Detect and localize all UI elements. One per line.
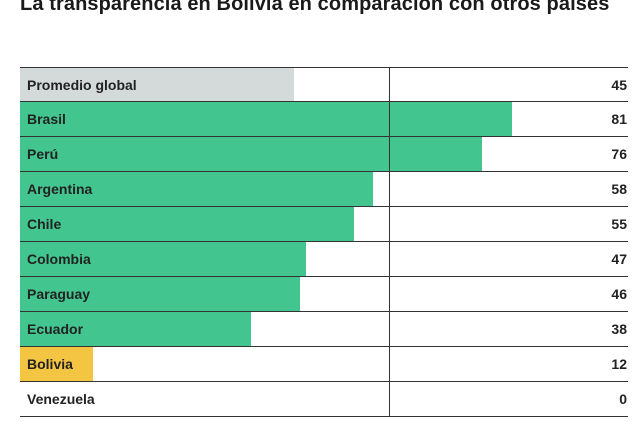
value-label: 76 (611, 146, 627, 162)
category-label: Bolivia (27, 356, 73, 372)
category-label: Brasil (27, 111, 66, 127)
value-label: 45 (611, 77, 627, 93)
bar (20, 277, 300, 311)
chart-row: Chile 55 (20, 207, 628, 242)
chart-row: Bolivia 12 (20, 347, 628, 382)
category-label: Colombia (27, 251, 91, 267)
bar (20, 172, 373, 206)
chart-row: Promedio global 45 (20, 67, 628, 102)
chart-title: La transparencia en Bolivia en comparaci… (20, 0, 610, 15)
bar (20, 312, 252, 346)
value-label: 58 (611, 181, 627, 197)
category-label: Ecuador (27, 321, 84, 337)
bar-chart: Promedio global 45 Brasil 81 Perú 76 Argentina… (20, 67, 628, 417)
bar (20, 207, 355, 241)
bar (20, 68, 294, 101)
chart-row: Perú 76 (20, 137, 628, 172)
value-label: 38 (611, 321, 627, 337)
value-label: 81 (611, 111, 627, 127)
chart-row: Brasil 81 (20, 102, 628, 137)
category-label: Promedio global (27, 77, 137, 93)
chart-row: Venezuela 0 (20, 382, 628, 417)
bar (20, 102, 513, 136)
value-label: 46 (611, 286, 627, 302)
bar (20, 347, 93, 381)
chart-row: Ecuador 38 (20, 312, 628, 347)
chart-row: Paraguay 46 (20, 277, 628, 312)
value-label: 12 (611, 356, 627, 372)
value-label: 0 (619, 391, 627, 407)
category-label: Argentina (27, 181, 93, 197)
reference-line (389, 67, 390, 417)
category-label: Chile (27, 216, 62, 232)
bar (20, 137, 483, 171)
category-label: Paraguay (27, 286, 91, 302)
bar (20, 242, 306, 276)
category-label: Perú (27, 146, 59, 162)
chart-row: Colombia 47 (20, 242, 628, 277)
category-label: Venezuela (27, 391, 95, 407)
value-label: 47 (611, 251, 627, 267)
chart-row: Argentina 58 (20, 172, 628, 207)
value-label: 55 (611, 216, 627, 232)
